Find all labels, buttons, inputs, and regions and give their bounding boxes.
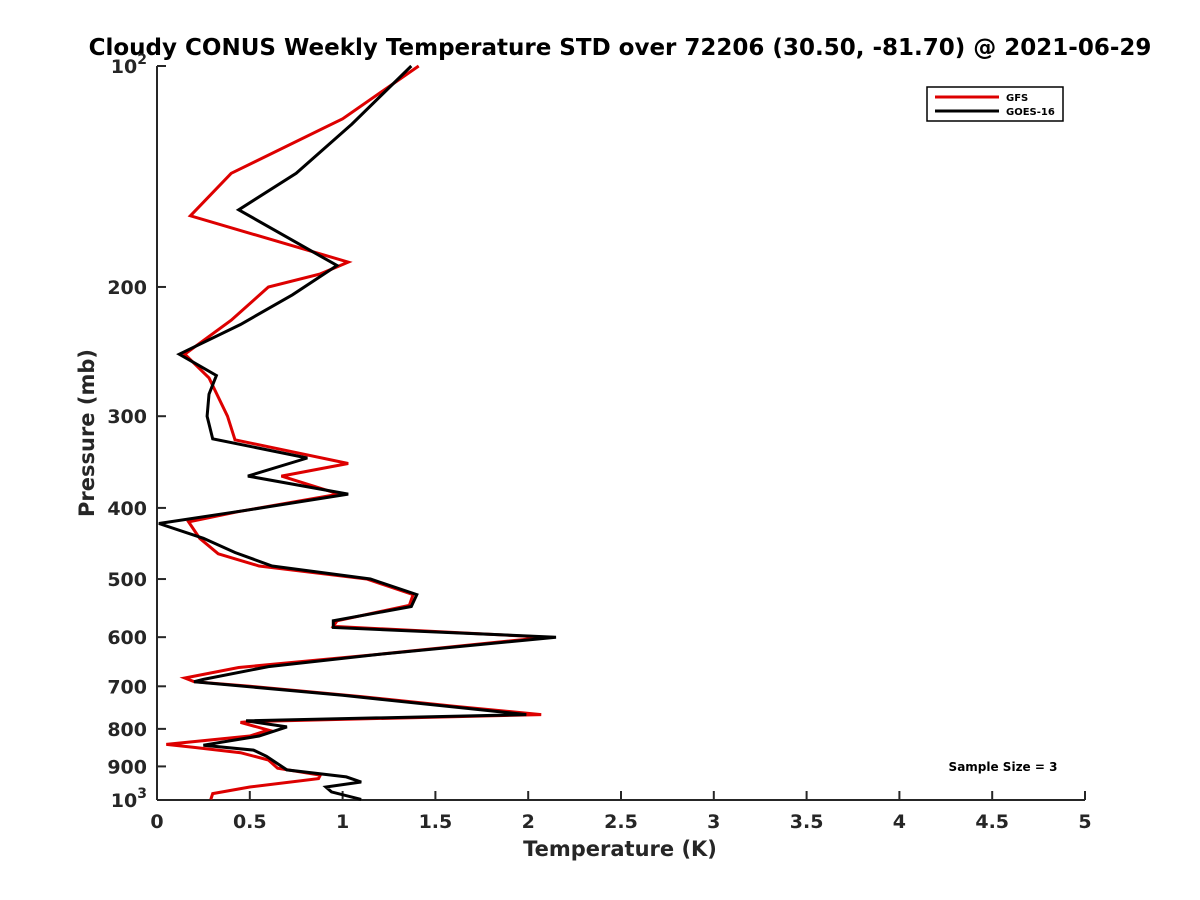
x-tick-label: 4: [893, 811, 906, 833]
series-lines: [158, 64, 557, 801]
x-tick-label: 4.5: [975, 811, 1009, 833]
legend-box: [926, 86, 1064, 122]
x-tick-label: 5: [1078, 811, 1091, 833]
x-tick-label: 2.5: [604, 811, 638, 833]
y-tick-label: 400: [107, 498, 147, 520]
y-tick-label: 300: [107, 406, 147, 428]
x-tick-label: 0: [150, 811, 163, 833]
legend-label: GFS: [1006, 93, 1028, 104]
chart-title: Cloudy CONUS Weekly Temperature STD over…: [89, 35, 1152, 61]
legend: GFS GOES-16: [926, 86, 1064, 122]
sample-size-annotation: Sample Size = 3: [949, 760, 1058, 774]
y-tick-label: 500: [107, 569, 147, 591]
y-tick-label: 600: [107, 627, 147, 649]
y-tick-label: 700: [107, 676, 147, 698]
axes: 0 0.5 1 1.5 2 2.5 3 3.5 4 4.5 5 102 200 300 400 500 600 7…: [107, 52, 1091, 833]
y-axis-label: Pressure (mb): [75, 349, 99, 517]
x-tick-label: 2: [522, 811, 535, 833]
x-tick-label: 0.5: [233, 811, 267, 833]
x-tick-label: 1.5: [419, 811, 453, 833]
y-tick-label: 103: [111, 786, 147, 812]
x-axis-label: Temperature (K): [523, 837, 717, 861]
y-tick-label: 102: [111, 52, 147, 78]
y-tick-label: 200: [107, 277, 147, 299]
x-tick-label: 1: [336, 811, 349, 833]
x-tick-label: 3.5: [790, 811, 824, 833]
series-line-gfs: [166, 64, 547, 800]
series-line-goes-16: [158, 64, 557, 801]
y-tick-label: 800: [107, 719, 147, 741]
y-tick-label: 900: [107, 756, 147, 778]
legend-label: GOES-16: [1006, 107, 1055, 118]
x-tick-label: 3: [707, 811, 720, 833]
